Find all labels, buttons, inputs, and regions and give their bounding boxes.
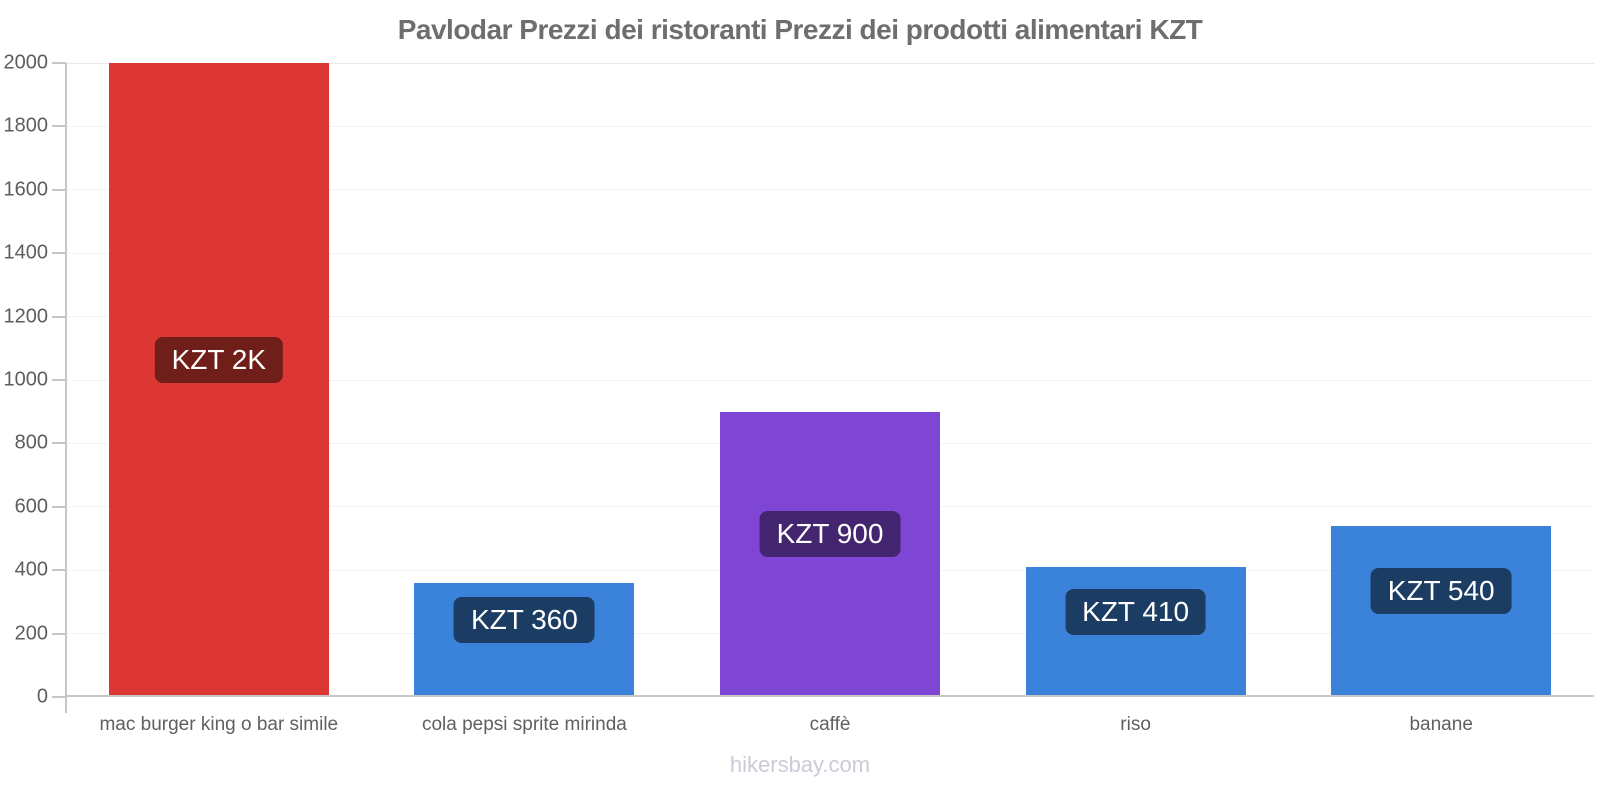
y-tick-2000 — [52, 62, 66, 64]
y-tick-0 — [52, 696, 66, 698]
y-tick-400 — [52, 569, 66, 572]
y-tick-800 — [52, 442, 66, 445]
bar-value-label-1: KZT 2K — [154, 337, 283, 383]
x-axis-label-4: riso — [1120, 714, 1151, 735]
plot-area: KZT 2K KZT 360 KZT 900 KZT 410 KZT 540 — [66, 62, 1594, 697]
y-axis-label-1800: 1800 — [3, 114, 49, 137]
y-tick-1200 — [52, 315, 66, 318]
y-tick-1800 — [52, 125, 66, 128]
bar-value-label-4: KZT 410 — [1065, 589, 1207, 635]
watermark: hikersbay.com — [729, 752, 871, 777]
x-axis-label-5: banane — [1409, 714, 1473, 735]
gridline-1600 — [66, 189, 1594, 191]
bar-value-label-5: KZT 540 — [1370, 568, 1512, 615]
gridline-1800 — [66, 125, 1594, 127]
y-axis-label-1200: 1200 — [3, 305, 49, 328]
gridline-2000 — [66, 62, 1594, 64]
y-tick-1400 — [52, 252, 66, 255]
gridline-1000 — [66, 379, 1594, 381]
y-axis-label-600: 600 — [14, 495, 48, 518]
y-axis-line — [65, 63, 67, 713]
y-axis-label-2000: 2000 — [3, 51, 49, 74]
x-axis-label-3: caffè — [809, 714, 851, 735]
y-tick-1000 — [52, 379, 66, 381]
y-axis-label-1400: 1400 — [3, 241, 49, 264]
x-axis-line — [66, 695, 1594, 697]
bar-value-label-2: KZT 360 — [453, 596, 595, 643]
chart-title: Pavlodar Prezzi dei ristoranti Prezzi de… — [397, 14, 1203, 45]
x-axis-label-2: cola pepsi sprite mirinda — [421, 714, 627, 735]
y-axis-label-200: 200 — [14, 622, 48, 645]
bar-value-label-3: KZT 900 — [759, 511, 901, 558]
y-tick-600 — [52, 505, 66, 508]
y-tick-1600 — [52, 188, 66, 191]
y-tick-200 — [52, 632, 66, 635]
y-axis-label-400: 400 — [14, 558, 48, 581]
y-axis-label-1600: 1600 — [3, 178, 49, 201]
gridline-1400 — [66, 252, 1594, 254]
gridline-1200 — [66, 316, 1594, 318]
x-axis-label-1: mac burger king o bar simile — [99, 714, 339, 735]
y-axis-label-800: 800 — [14, 431, 48, 454]
y-axis-label-0: 0 — [36, 685, 48, 708]
y-axis-label-1000: 1000 — [3, 368, 49, 391]
